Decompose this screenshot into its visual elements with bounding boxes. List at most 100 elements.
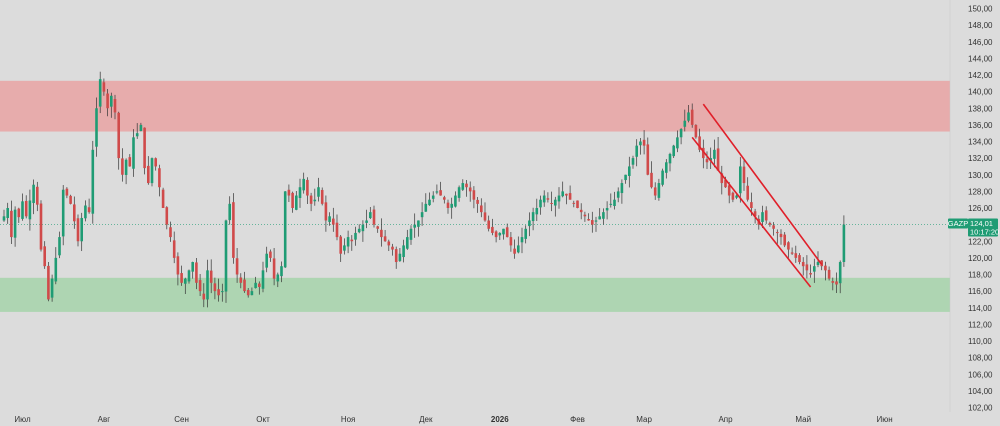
candle-body [561, 191, 564, 197]
candle-body [554, 199, 557, 206]
candle-body [143, 127, 146, 169]
candle-body [705, 159, 709, 163]
candle-body [398, 253, 402, 261]
candle-body [698, 136, 701, 150]
candle-body [313, 199, 317, 202]
candle-body [443, 197, 446, 200]
candle-body [491, 226, 494, 233]
candle-body [565, 193, 568, 196]
candle-body [402, 245, 405, 258]
candle-body [468, 187, 472, 192]
candle-body [180, 273, 183, 283]
candle-body [346, 237, 350, 247]
candle-body [36, 186, 39, 205]
candle-body [583, 214, 587, 217]
countdown-label: 10:17:20 [970, 228, 999, 237]
candle-body [106, 93, 109, 109]
candle-body [787, 242, 790, 250]
candle-body [372, 209, 376, 225]
candle-body [13, 209, 17, 238]
x-tick-label: Май [795, 415, 811, 424]
candle-body [291, 192, 294, 208]
candle-body [261, 270, 265, 289]
candle-body [147, 165, 150, 184]
candle-body [121, 158, 124, 175]
candle-body [476, 199, 479, 204]
candle-body [132, 137, 135, 169]
candle-body [609, 203, 613, 205]
candle-body [91, 149, 95, 214]
candle-body [139, 124, 143, 131]
y-tick-label: 148,00 [968, 21, 993, 30]
candle-body [542, 195, 546, 203]
candle-body [250, 291, 254, 296]
candle-body [309, 195, 313, 204]
candle-body [409, 228, 413, 240]
candle-body [483, 212, 487, 221]
y-tick-label: 112,00 [968, 320, 992, 329]
candle-body [724, 179, 727, 188]
candle-body [824, 265, 827, 271]
candle-body [539, 199, 542, 208]
candle-body [39, 203, 43, 250]
channel-lower-line[interactable] [691, 136, 812, 288]
candle-body [350, 239, 354, 242]
y-tick-label: 142,00 [968, 71, 993, 80]
x-tick-label: Окт [256, 415, 270, 424]
candle-body [683, 120, 687, 127]
candle-body [568, 193, 572, 200]
candle-body [535, 208, 539, 215]
candle-body [572, 202, 576, 204]
y-tick-label: 140,00 [968, 88, 993, 97]
candle-body [110, 95, 113, 107]
candle-body [735, 195, 738, 198]
candle-body [198, 280, 202, 292]
candle-body [517, 245, 520, 253]
y-tick-label: 138,00 [968, 104, 993, 113]
candle-body [413, 224, 416, 228]
candle-body [801, 261, 805, 267]
candle-body [339, 236, 342, 254]
candle-body [613, 199, 616, 207]
candle-body [835, 281, 838, 285]
candle-body [113, 99, 117, 113]
candle-body [842, 224, 846, 262]
candle-body [646, 144, 650, 175]
candle-body [328, 216, 331, 222]
y-tick-label: 102,00 [968, 404, 993, 413]
candle-body [357, 228, 361, 233]
candle-body [10, 210, 13, 238]
candle-body [169, 227, 172, 238]
candle-body [480, 205, 483, 213]
candle-body [387, 241, 391, 246]
candle-body [831, 281, 835, 283]
zone-support [0, 277, 950, 312]
candle-body [6, 208, 9, 219]
candle-body [702, 147, 705, 159]
y-tick-label: 104,00 [968, 387, 993, 396]
channel-upper-line[interactable] [702, 103, 823, 266]
candle-body [672, 145, 675, 157]
candle-body [716, 148, 720, 171]
candle-body [80, 217, 83, 242]
candle-body [653, 187, 657, 196]
candle-body [502, 228, 505, 235]
candle-body [813, 266, 816, 272]
candle-body [731, 192, 735, 200]
candle-body [320, 189, 324, 204]
x-tick-label: 2026 [491, 415, 509, 424]
candle-body [772, 225, 775, 229]
candle-body [380, 229, 383, 238]
candle-body [709, 158, 712, 161]
y-tick-label: 130,00 [968, 171, 993, 180]
candle-body [202, 293, 206, 300]
candle-body [431, 195, 435, 199]
candle-body [76, 218, 80, 242]
candle-body [165, 207, 169, 225]
candle-body [661, 170, 664, 185]
candle-body [391, 246, 394, 250]
y-tick-label: 110,00 [968, 337, 992, 346]
candle-body [195, 262, 198, 283]
